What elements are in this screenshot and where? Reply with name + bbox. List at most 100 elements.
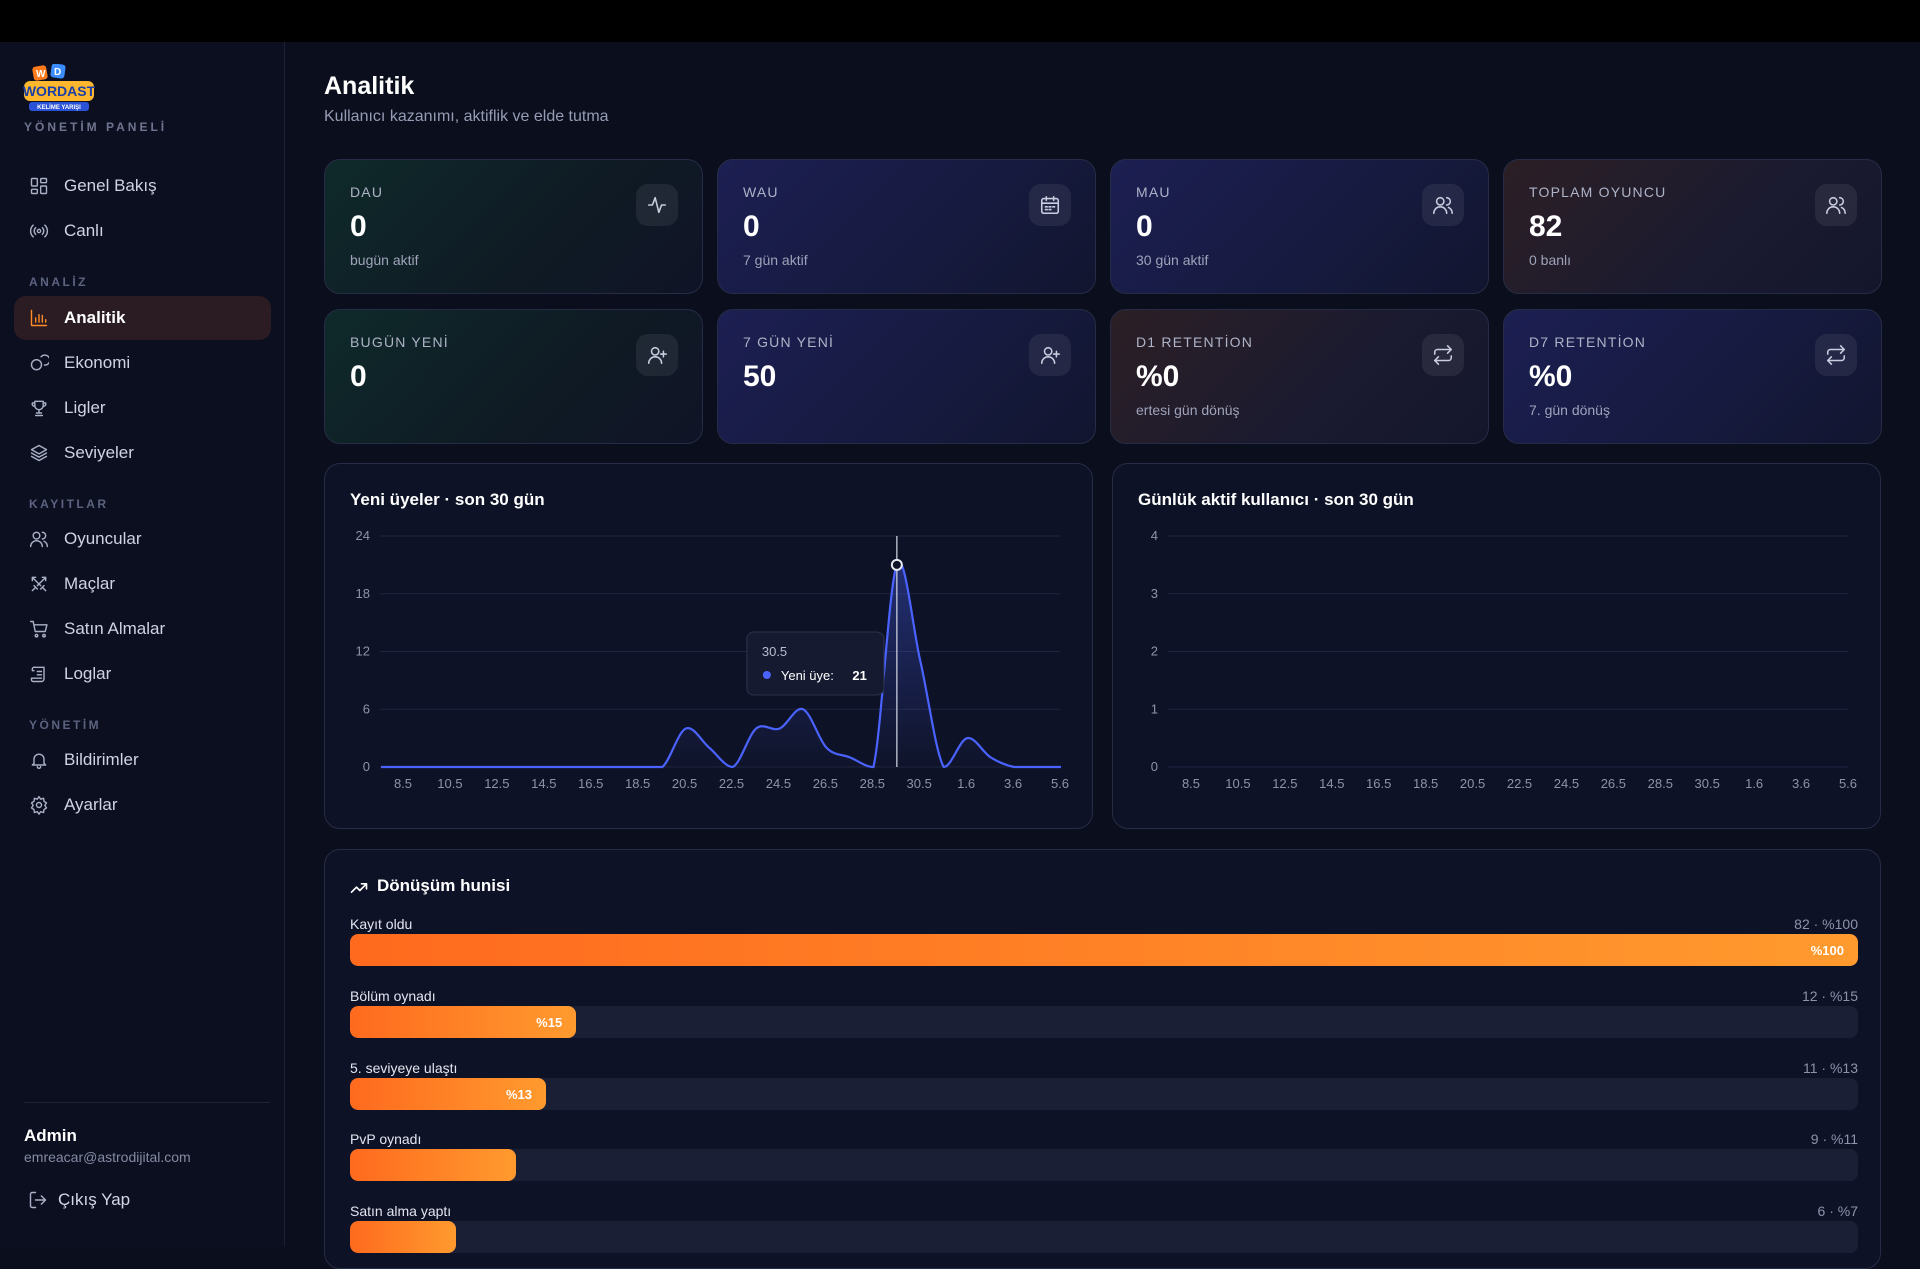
series-line: [381, 561, 1061, 769]
new-members-chart[interactable]: 0 6 12 18 24 8.5 10.5 12.5 14.5 16.5 18.5 20.5 22.5 2…: [325, 464, 1094, 830]
layers-icon: [30, 444, 48, 462]
repeat-icon: [1815, 334, 1857, 376]
nav-label: Satın Almalar: [64, 619, 166, 638]
funnel-step-label: PvP oynadı: [350, 1131, 422, 1147]
nav-ayarlar[interactable]: Ayarlar: [14, 783, 271, 827]
dau-chart-panel: Günlük aktif kullanıcı · son 30 gün 0 1 2 3…: [1112, 463, 1881, 829]
chart-title: Günlük aktif kullanıcı · son 30 gün: [1138, 490, 1414, 509]
tooltip-label: Yeni üye:: [781, 668, 834, 683]
x-tick-label: 3.6: [1004, 776, 1022, 791]
stat-card-wau: WAU 0 7 gün aktif: [717, 159, 1096, 294]
funnel-step: Kayıt oldu 82 · %100 %100: [350, 916, 1858, 966]
tooltip-title: 30.5: [762, 644, 787, 659]
window-top-bar: [0, 0, 1920, 42]
trending-up-icon: [350, 883, 368, 893]
y-tick-label: 0: [363, 759, 370, 774]
tooltip-box: [746, 631, 885, 696]
logout-button[interactable]: Çıkış Yap: [28, 1190, 130, 1210]
nav-ligler[interactable]: Ligler: [14, 386, 271, 430]
dau-chart[interactable]: 0 1 2 3 4 8.5 10.5 12.5 14.5 16.5 18.5 20.5 22.5 24.5…: [1113, 464, 1882, 830]
bell-icon: [31, 753, 47, 769]
funnel-step-count: 12 · %15: [1801, 988, 1858, 1004]
stat-value: %0: [1136, 360, 1180, 393]
section-analiz: ANALİZ: [29, 275, 88, 289]
y-tick-label: 1: [1151, 701, 1158, 716]
stat-value: 0: [1136, 210, 1153, 243]
funnel-track: %100: [350, 934, 1858, 966]
x-tick-label: 24.5: [1554, 776, 1579, 791]
funnel-panel: Dönüşüm hunisi Kayıt oldu 82 · %100 %100…: [324, 849, 1881, 1269]
x-tick-label: 22.5: [1507, 776, 1532, 791]
broadcast-icon: [29, 224, 49, 238]
page-subtitle: Kullanıcı kazanımı, aktiflik ve elde tut…: [324, 108, 609, 125]
x-tick-label: 16.5: [1366, 776, 1391, 791]
y-tick-label: 6: [363, 701, 370, 716]
users-icon: [1422, 184, 1464, 226]
nav-canli[interactable]: Canlı: [14, 209, 271, 253]
stat-value: 82: [1529, 210, 1563, 243]
funnel-bar: %100: [350, 934, 1858, 966]
svg-text:W: W: [36, 69, 46, 80]
gear-icon: [30, 795, 48, 815]
nav-seviyeler[interactable]: Seviyeler: [14, 431, 271, 475]
x-tick-label: 28.5: [860, 776, 885, 791]
x-tick-label: 26.5: [813, 776, 838, 791]
y-tick-label: 18: [356, 586, 370, 601]
nav-genel-bakis[interactable]: Genel Bakış: [14, 164, 271, 208]
stat-label: BUGÜN YENİ: [350, 334, 449, 350]
x-tick-label: 14.5: [531, 776, 556, 791]
nav-oyuncular[interactable]: Oyuncular: [14, 517, 271, 561]
funnel-track: %15: [350, 1006, 1858, 1038]
page-title: Analitik: [324, 72, 415, 100]
funnel-step-count: 82 · %100: [1794, 916, 1858, 932]
scroll-icon: [30, 666, 45, 683]
nav-ekonomi[interactable]: Ekonomi: [14, 341, 271, 385]
x-tick-label: 30.5: [907, 776, 932, 791]
y-tick-label: 24: [356, 528, 370, 543]
trophy-icon: [31, 400, 47, 417]
funnel-bar: [350, 1221, 456, 1253]
stat-card-bugun-yeni: BUGÜN YENİ 0: [324, 309, 703, 444]
y-tick-label: 0: [1151, 759, 1158, 774]
nav-analitik[interactable]: Analitik: [14, 296, 271, 340]
bar-chart-icon: [30, 309, 48, 327]
nav-loglar[interactable]: Loglar: [14, 652, 271, 696]
wordast-logo[interactable]: W D WORDAST KELİME YARIŞI: [23, 64, 95, 112]
stat-value: 0: [350, 360, 367, 393]
funnel-step: Bölüm oynadı 12 · %15 %15: [350, 988, 1858, 1038]
nav-label: Analitik: [64, 308, 126, 327]
funnel-bar: [350, 1149, 516, 1181]
calendar-icon: [1029, 184, 1071, 226]
users-icon: [1815, 184, 1857, 226]
svg-text:KELİME YARIŞI: KELİME YARIŞI: [37, 104, 81, 111]
stat-value: %0: [1529, 360, 1573, 393]
nav-label: Loglar: [64, 664, 112, 683]
nav-satin-almalar[interactable]: Satın Almalar: [14, 607, 271, 651]
y-tick-label: 2: [1151, 644, 1158, 659]
x-tick-label: 5.6: [1839, 776, 1857, 791]
funnel-step-label: Bölüm oynadı: [350, 988, 436, 1004]
series-area: [381, 562, 1061, 767]
new-members-chart-panel: Yeni üyeler · son 30 gün 0 6 12 18 24 8.5 10.5…: [324, 463, 1093, 829]
x-tick-label: 12.5: [484, 776, 509, 791]
x-tick-label: 22.5: [719, 776, 744, 791]
funnel-bar: %15: [350, 1006, 577, 1038]
x-tick-label: 5.6: [1051, 776, 1069, 791]
logout-icon: [29, 1191, 47, 1209]
funnel-step-count: 6 · %7: [1817, 1203, 1858, 1219]
stat-hint: 0 banlı: [1529, 252, 1572, 268]
y-tick-label: 4: [1151, 528, 1158, 543]
stat-label: TOPLAM OYUNCU: [1529, 184, 1667, 200]
stat-label: 7 GÜN YENİ: [743, 334, 835, 350]
section-kayitlar: KAYITLAR: [29, 497, 109, 511]
nav-maclar[interactable]: Maçlar: [14, 562, 271, 606]
nav-bildirimler[interactable]: Bildirimler: [14, 738, 271, 782]
active-point: [890, 558, 903, 571]
funnel-step-count: 11 · %13: [1803, 1060, 1858, 1076]
chart-title: Yeni üyeler · son 30 gün: [350, 490, 545, 509]
nav-label: Oyuncular: [64, 529, 142, 548]
admin-email: emreacar@astrodijital.com: [24, 1149, 191, 1165]
panel-subtitle: YÖNETİM PANELİ: [24, 120, 168, 134]
x-tick-label: 24.5: [766, 776, 791, 791]
admin-name: Admin: [24, 1126, 77, 1145]
